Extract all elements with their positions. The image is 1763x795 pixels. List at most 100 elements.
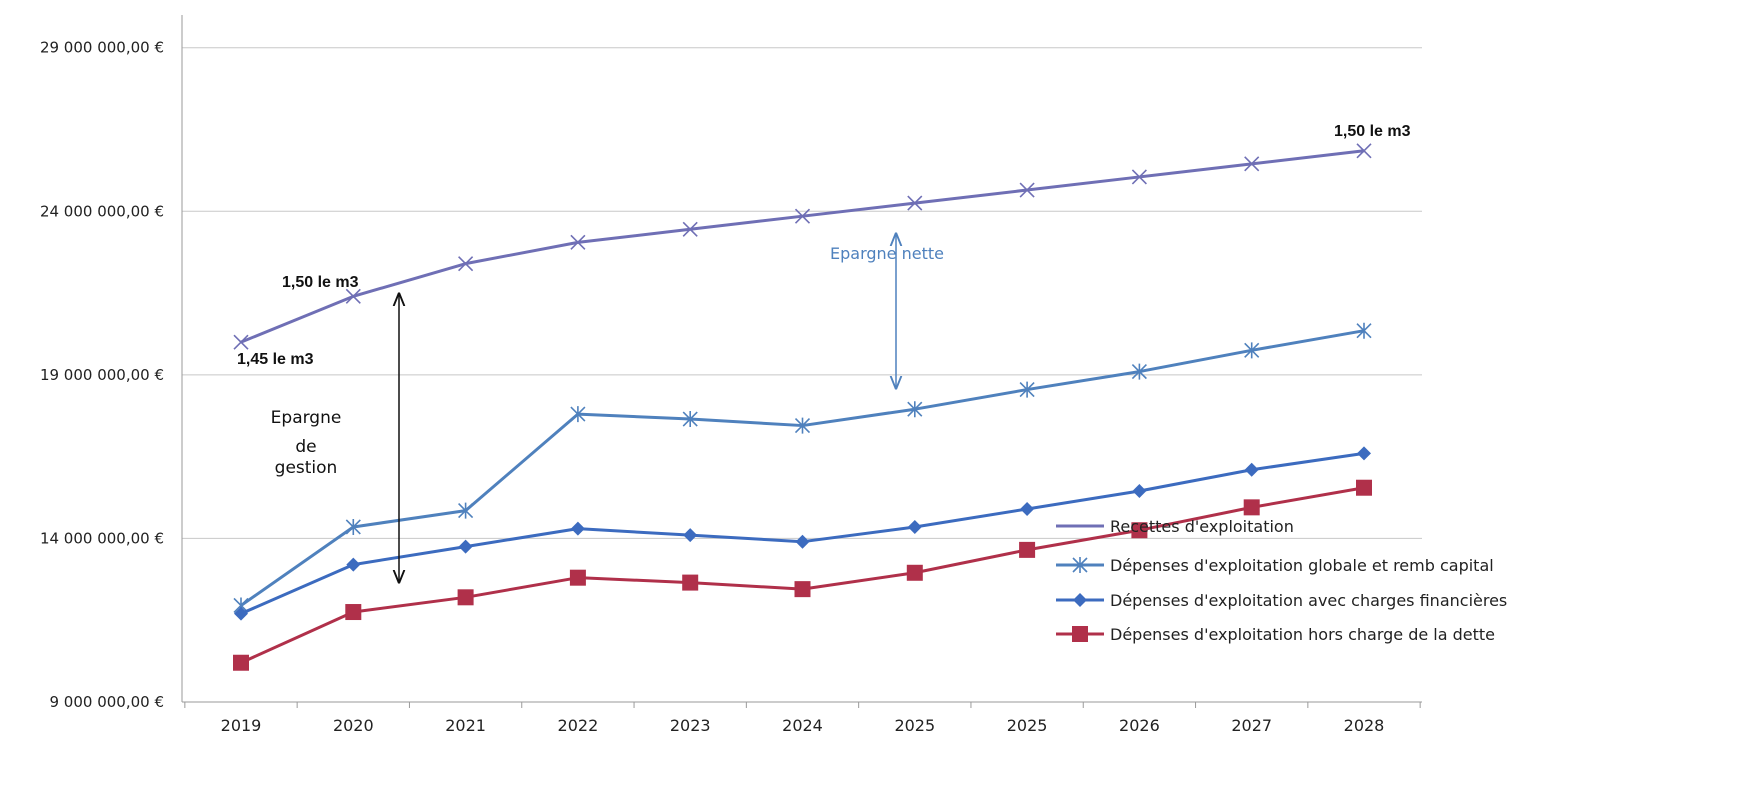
data-point xyxy=(907,195,923,211)
data-point xyxy=(1131,169,1147,185)
data-point xyxy=(458,502,474,519)
data-point xyxy=(682,574,699,591)
annotation-epargne-gestion: de xyxy=(295,437,316,457)
data-point xyxy=(345,288,361,304)
data-point-x xyxy=(345,288,361,304)
data-point xyxy=(794,581,811,598)
data-point-square xyxy=(457,589,474,606)
data-point xyxy=(1356,143,1372,159)
data-point-asterisk xyxy=(1244,342,1260,359)
data-point xyxy=(1357,446,1371,461)
legend-label: Dépenses d'exploitation hors charge de l… xyxy=(1110,625,1495,644)
data-point xyxy=(345,518,361,535)
data-point xyxy=(233,654,249,671)
x-tick-label: 2028 xyxy=(1344,716,1385,735)
annotation-epargne-nette: Epargne nette xyxy=(830,244,944,263)
legend-item: Dépenses d'exploitation avec charges fin… xyxy=(1056,591,1507,610)
y-tick-label: 29 000 000,00 € xyxy=(40,39,164,57)
data-point xyxy=(1132,483,1147,498)
data-point xyxy=(1243,499,1260,516)
data-point-diamond xyxy=(683,528,698,543)
annotation-price-2019: 1,45 le m3 xyxy=(237,351,314,368)
data-point xyxy=(457,589,474,606)
data-point xyxy=(1244,342,1260,359)
data-point xyxy=(1019,182,1035,198)
data-point-square xyxy=(345,604,362,621)
data-point-asterisk xyxy=(682,411,698,428)
data-point-square xyxy=(1131,522,1148,539)
data-point xyxy=(345,604,362,621)
data-point xyxy=(682,411,698,428)
data-point xyxy=(458,256,474,272)
data-point xyxy=(907,519,922,534)
data-point xyxy=(1356,322,1372,339)
data-point xyxy=(1019,381,1035,398)
y-axis-ticks: 9 000 000,00 € 14 000 000,00 € 19 000 000,… xyxy=(40,39,164,711)
data-point xyxy=(1131,522,1148,539)
data-point xyxy=(682,221,698,237)
annotation-epargne-gestion: Epargne xyxy=(271,408,342,428)
data-point-diamond xyxy=(1132,483,1147,498)
legend-label: Dépenses d'exploitation avec charges fin… xyxy=(1110,591,1507,610)
data-point xyxy=(1020,501,1035,516)
data-point xyxy=(234,606,248,621)
data-point-square xyxy=(1243,499,1260,516)
data-point-asterisk xyxy=(345,518,361,535)
y-tick-label: 14 000 000,00 € xyxy=(40,529,164,547)
data-point xyxy=(1131,363,1147,380)
x-tick-label: 2027 xyxy=(1231,716,1272,735)
data-point-diamond xyxy=(1073,593,1087,607)
data-point-diamond xyxy=(795,534,810,549)
data-point-asterisk xyxy=(570,406,586,423)
data-point xyxy=(907,401,923,418)
legend-item: Recettes d'exploitation xyxy=(1056,517,1294,536)
data-point xyxy=(233,334,249,350)
data-point xyxy=(683,528,698,543)
data-point-asterisk xyxy=(1072,557,1088,573)
data-point xyxy=(569,569,586,586)
data-point-square xyxy=(906,564,923,581)
data-point xyxy=(1244,462,1259,477)
data-point xyxy=(570,234,586,250)
data-point xyxy=(1244,156,1260,172)
data-point-square xyxy=(233,654,249,671)
data-point-x xyxy=(907,195,923,211)
annotation-price-end: 1,50 le m3 xyxy=(1334,123,1411,140)
data-point xyxy=(1072,626,1088,642)
x-tick-label: 2019 xyxy=(221,716,262,735)
legend: Recettes d'exploitation Dépenses d'exploi… xyxy=(1056,517,1507,644)
data-point xyxy=(906,564,923,581)
data-point-square xyxy=(1072,626,1088,642)
data-point-x xyxy=(1356,143,1372,159)
data-point-square xyxy=(1019,541,1036,558)
x-tick-label: 2025 xyxy=(1007,716,1048,735)
data-point-asterisk xyxy=(1019,381,1035,398)
data-point-square xyxy=(569,569,586,586)
x-tick-label: 2026 xyxy=(1119,716,1160,735)
data-point-diamond xyxy=(1020,501,1035,516)
data-point-x xyxy=(1244,156,1260,172)
series-depenses-financieres xyxy=(234,446,1371,621)
data-point-x xyxy=(682,221,698,237)
series-depenses-hors-dette xyxy=(233,479,1372,671)
series-recettes xyxy=(233,143,1372,350)
data-point-asterisk xyxy=(907,401,923,418)
x-tick-label: 2021 xyxy=(445,716,486,735)
data-point-diamond xyxy=(458,539,473,554)
annotation-price-2020: 1,50 le m3 xyxy=(282,274,359,291)
x-tick-label: 2025 xyxy=(894,716,935,735)
data-point-asterisk xyxy=(794,417,811,434)
data-point-x xyxy=(458,256,474,272)
data-point-square xyxy=(1356,479,1372,496)
data-point xyxy=(794,208,811,224)
data-point-diamond xyxy=(346,557,361,572)
y-tick-label: 24 000 000,00 € xyxy=(40,202,164,220)
y-tick-label: 19 000 000,00 € xyxy=(40,366,164,384)
data-point-asterisk xyxy=(1356,322,1372,339)
data-point-diamond xyxy=(907,519,922,534)
data-point-diamond xyxy=(234,606,248,621)
data-point-asterisk xyxy=(1131,363,1147,380)
data-point xyxy=(346,557,361,572)
data-point-diamond xyxy=(1244,462,1259,477)
